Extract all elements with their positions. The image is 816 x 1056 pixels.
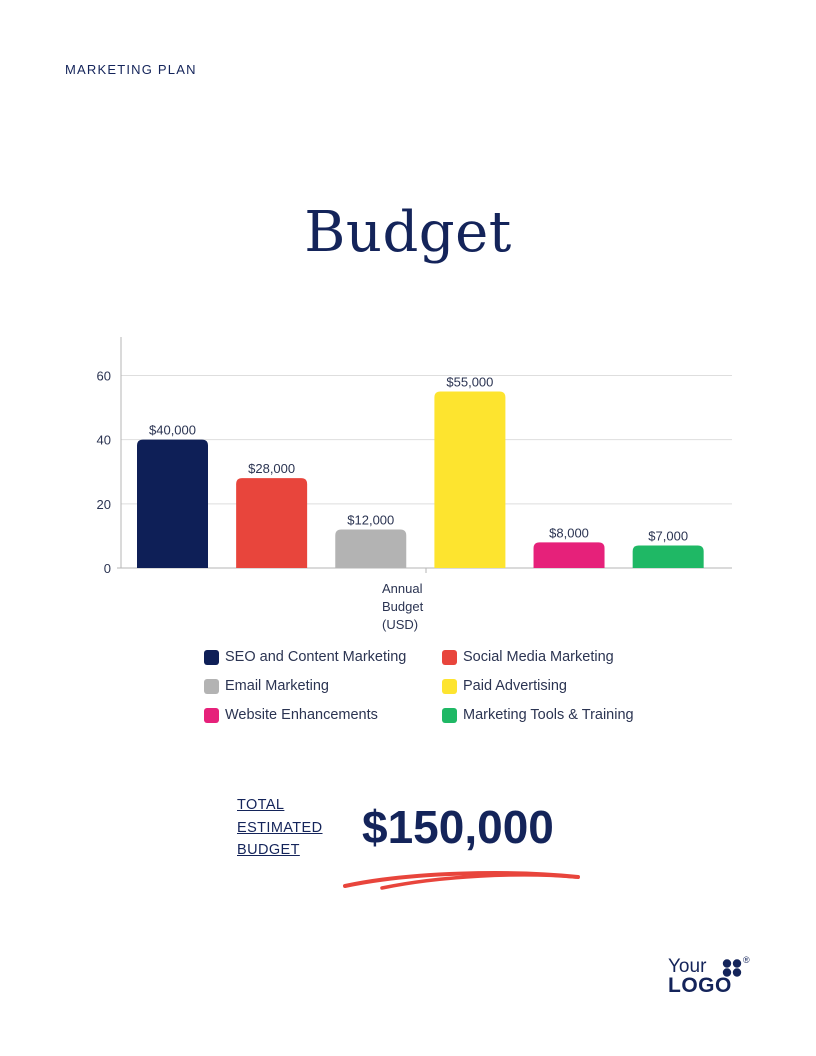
y-tick-label: 60	[97, 369, 111, 384]
legend-swatch	[442, 707, 457, 723]
legend-swatch	[204, 649, 219, 665]
bar-value-label: $28,000	[248, 461, 295, 476]
logo-text-line1: Your	[668, 956, 707, 977]
document-header: MARKETING PLAN	[65, 62, 197, 77]
budget-bar-chart: 0 20 40 60 $40,000 $28,000 $12,000 $55,000 $8,00…	[97, 337, 732, 632]
bar-value-label: $8,000	[549, 525, 589, 540]
logo-registered-mark: ®	[743, 955, 750, 965]
legend-label: Social Media Marketing	[463, 649, 614, 665]
legend-item: Paid Advertising	[442, 677, 682, 695]
total-value: $150,000	[362, 801, 554, 853]
x-category-label: Budget	[382, 599, 424, 614]
x-category-label: Annual	[382, 581, 423, 596]
brush-stroke-2	[380, 873, 578, 890]
bar-email-marketing	[335, 529, 407, 568]
legend-item: Social Media Marketing	[442, 648, 682, 666]
x-category-label: (USD)	[382, 617, 418, 632]
total-label-line-3: BUDGET	[237, 842, 300, 858]
logo-clover-icon	[722, 959, 742, 977]
page-title: Budget	[304, 200, 512, 265]
legend-label: Email Marketing	[225, 678, 329, 694]
bar-social-media-marketing	[236, 478, 308, 568]
legend-item: Email Marketing	[204, 677, 442, 695]
y-tick-label: 20	[97, 497, 111, 512]
legend-swatch	[204, 707, 219, 723]
company-logo: Your LOGO ®	[668, 955, 758, 997]
bar-paid-advertising	[434, 391, 506, 568]
legend-item: Website Enhancements	[204, 706, 442, 724]
bar-value-label: $40,000	[149, 423, 196, 438]
total-label-line-2: ESTIMATED	[237, 819, 323, 836]
chart-legend: SEO and Content Marketing Social Media Ma…	[204, 648, 682, 724]
legend-item: SEO and Content Marketing	[204, 648, 442, 666]
bar-value-label: $7,000	[648, 529, 688, 544]
legend-label: Website Enhancements	[225, 707, 378, 723]
legend-label: Paid Advertising	[463, 678, 567, 694]
logo-text-line2: LOGO	[668, 974, 732, 997]
bar-seo-and-content-marketing	[137, 439, 208, 568]
legend-swatch	[442, 678, 457, 694]
bar-value-label: $55,000	[446, 375, 493, 390]
y-tick-label: 40	[97, 433, 111, 448]
total-label: TOTAL ESTIMATED BUDGET	[237, 794, 347, 862]
legend-label: SEO and Content Marketing	[225, 649, 407, 665]
legend-label: Marketing Tools & Training	[463, 707, 634, 723]
y-tick-label: 0	[104, 561, 111, 576]
legend-swatch	[204, 678, 219, 694]
bar-marketing-tools-training	[632, 545, 704, 568]
legend-item: Marketing Tools & Training	[442, 706, 682, 724]
bar-value-label: $12,000	[347, 513, 394, 528]
total-label-line-1: TOTAL	[237, 797, 285, 813]
bar-website-enhancements	[533, 542, 605, 568]
brush-underline	[343, 871, 580, 890]
legend-swatch	[442, 649, 457, 665]
